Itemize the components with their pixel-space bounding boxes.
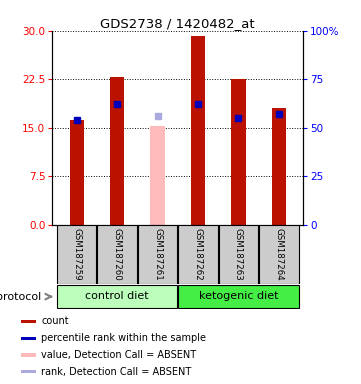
Bar [110, 77, 124, 225]
Bar [259, 225, 299, 284]
Text: GSM187259: GSM187259 [72, 228, 81, 281]
Text: percentile rank within the sample: percentile rank within the sample [41, 333, 206, 343]
Bar [57, 285, 177, 308]
Text: ketogenic diet: ketogenic diet [199, 291, 278, 301]
Bar [138, 225, 177, 284]
Bar [191, 36, 205, 225]
Bar [272, 108, 286, 225]
Bar [21, 353, 36, 357]
Text: protocol: protocol [0, 291, 42, 302]
Text: value, Detection Call = ABSENT: value, Detection Call = ABSENT [41, 350, 196, 360]
Text: GSM187262: GSM187262 [193, 228, 203, 281]
Bar [70, 120, 84, 225]
Text: GSM187260: GSM187260 [113, 228, 122, 281]
Title: GDS2738 / 1420482_at: GDS2738 / 1420482_at [100, 17, 255, 30]
Bar [21, 370, 36, 373]
Text: rank, Detection Call = ABSENT: rank, Detection Call = ABSENT [41, 367, 192, 377]
Bar [178, 285, 299, 308]
Text: count: count [41, 316, 69, 326]
Bar [219, 225, 258, 284]
Bar [231, 79, 245, 225]
Bar [178, 225, 218, 284]
Text: control diet: control diet [85, 291, 149, 301]
Bar [21, 336, 36, 340]
Bar [57, 225, 96, 284]
Bar [97, 225, 137, 284]
Text: GSM187263: GSM187263 [234, 228, 243, 281]
Text: GSM187264: GSM187264 [274, 228, 283, 281]
Bar [21, 320, 36, 323]
Bar [151, 126, 165, 225]
Text: GSM187261: GSM187261 [153, 228, 162, 281]
